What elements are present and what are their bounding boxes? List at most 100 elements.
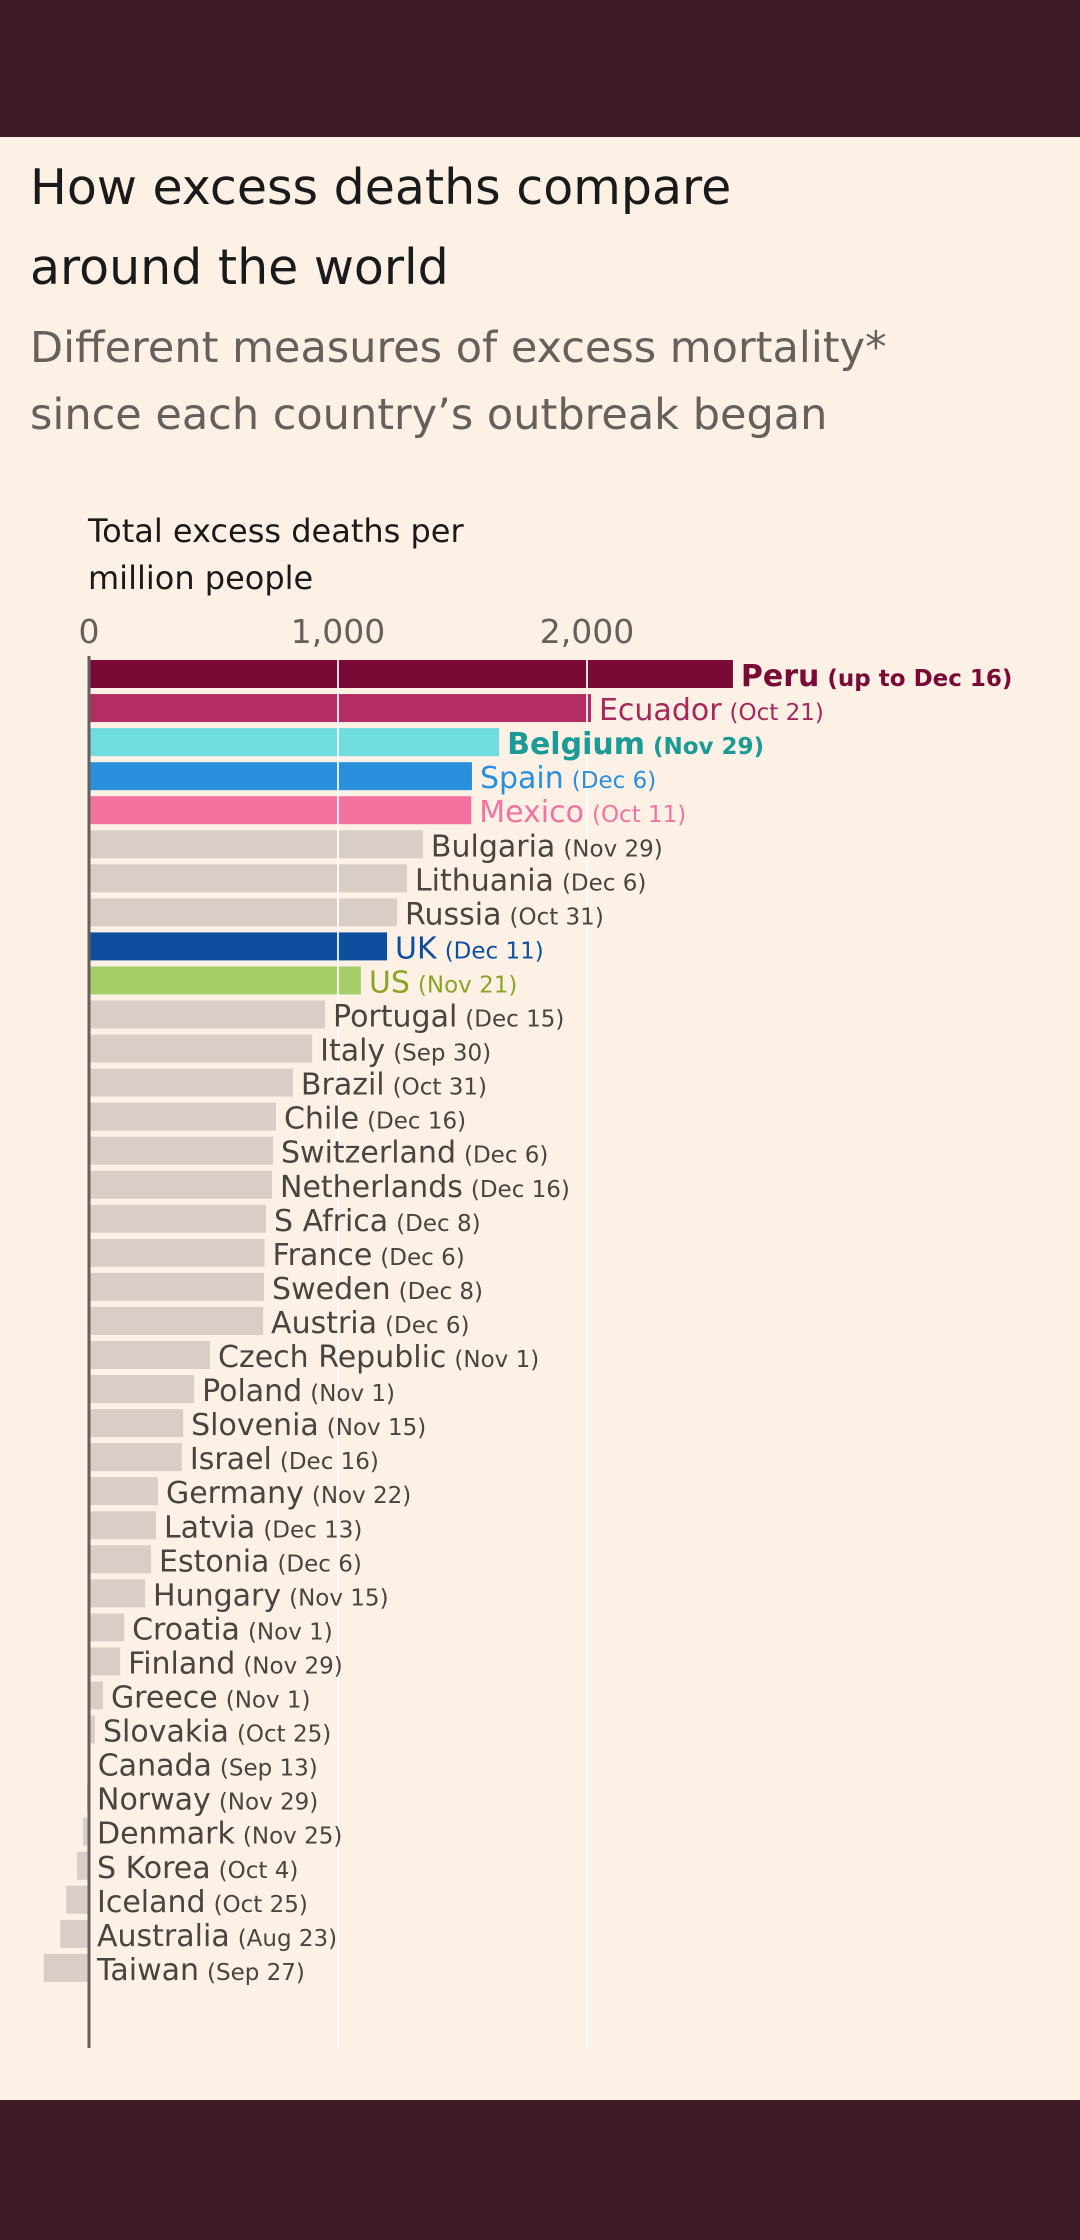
country-name: Taiwan bbox=[96, 1953, 199, 1988]
data-date: (Dec 6) bbox=[572, 768, 656, 794]
country-name: S Africa bbox=[274, 1204, 388, 1239]
data-date: (Dec 16) bbox=[471, 1177, 570, 1203]
data-date: (Nov 15) bbox=[289, 1585, 388, 1611]
bar-label: Latvia (Dec 13) bbox=[164, 1510, 362, 1545]
data-date: (Dec 6) bbox=[277, 1551, 361, 1577]
country-name: Mexico bbox=[479, 795, 584, 830]
data-date: (Dec 15) bbox=[465, 1007, 564, 1033]
bar-hungary bbox=[89, 1579, 146, 1608]
bar-label: Israel (Dec 16) bbox=[190, 1442, 379, 1477]
country-name: Germany bbox=[166, 1476, 304, 1511]
data-date: (Dec 6) bbox=[385, 1313, 469, 1339]
country-name: Poland bbox=[202, 1374, 302, 1409]
country-name: Italy bbox=[320, 1034, 385, 1069]
country-name: Croatia bbox=[132, 1612, 240, 1647]
country-name: Slovakia bbox=[103, 1715, 229, 1750]
bar-us bbox=[89, 966, 361, 995]
bar-spain bbox=[89, 762, 472, 791]
data-date: (Dec 6) bbox=[562, 870, 646, 896]
bar-peru bbox=[89, 660, 733, 688]
country-name: US bbox=[369, 965, 410, 1000]
bar-label: Slovakia (Oct 25) bbox=[103, 1715, 331, 1750]
bar-austria bbox=[89, 1306, 264, 1335]
bar-label: Slovenia (Nov 15) bbox=[191, 1408, 426, 1443]
bar-latvia bbox=[89, 1511, 156, 1540]
bar-label: Norway (Nov 29) bbox=[97, 1783, 318, 1818]
country-name: Spain bbox=[480, 761, 564, 796]
bar-label: Czech Republic (Nov 1) bbox=[218, 1340, 539, 1375]
data-date: (Aug 23) bbox=[238, 1926, 337, 1952]
data-date: (Nov 1) bbox=[454, 1347, 539, 1373]
data-date: (Oct 25) bbox=[237, 1722, 331, 1748]
country-name: Austria bbox=[271, 1306, 377, 1341]
country-name: Switzerland bbox=[281, 1136, 456, 1171]
data-date: (Nov 29) bbox=[563, 836, 662, 862]
bar-france bbox=[89, 1238, 265, 1267]
bar-label: Russia (Oct 31) bbox=[405, 897, 604, 932]
bar-label: Croatia (Nov 1) bbox=[132, 1612, 333, 1647]
x-tick-label: 1,000 bbox=[291, 612, 385, 651]
country-name: Portugal bbox=[333, 1000, 457, 1035]
data-date: (Nov 1) bbox=[310, 1381, 395, 1407]
title-line-1: How excess deaths compare bbox=[30, 159, 732, 216]
bar-israel bbox=[89, 1443, 182, 1472]
country-name: Belgium bbox=[507, 727, 645, 762]
data-date: (Dec 6) bbox=[380, 1245, 464, 1271]
bar-uk bbox=[89, 932, 388, 961]
bar-label: Estonia (Dec 6) bbox=[159, 1544, 362, 1579]
bar-label: Finland (Nov 29) bbox=[128, 1646, 343, 1681]
bar-sweden bbox=[89, 1272, 265, 1301]
bar-label: Belgium (Nov 29) bbox=[507, 727, 764, 762]
country-name: Latvia bbox=[164, 1510, 255, 1545]
bar-poland bbox=[89, 1375, 195, 1404]
country-name: Russia bbox=[405, 897, 502, 932]
bar-mexico bbox=[89, 796, 472, 825]
bar-label: France (Dec 6) bbox=[273, 1238, 465, 1273]
country-name: Israel bbox=[190, 1442, 272, 1477]
country-name: Norway bbox=[97, 1783, 211, 1818]
axis-label: Total excess deaths per million people bbox=[88, 508, 688, 602]
bar-germany bbox=[89, 1477, 158, 1506]
bar-finland bbox=[89, 1647, 121, 1676]
country-name: France bbox=[273, 1238, 373, 1273]
bar-belgium bbox=[89, 728, 500, 757]
data-date: (Sep 27) bbox=[207, 1960, 305, 1986]
bar-s-africa bbox=[89, 1204, 267, 1233]
bar-label: S Africa (Dec 8) bbox=[274, 1204, 481, 1239]
data-date: (Oct 31) bbox=[510, 904, 604, 930]
bar-label: Mexico (Oct 11) bbox=[479, 795, 686, 830]
axis-label-line-1: Total excess deaths per bbox=[88, 512, 464, 550]
bar-label: US (Nov 21) bbox=[369, 965, 517, 1000]
data-date: (Oct 4) bbox=[219, 1858, 299, 1884]
bottom-frame-bar bbox=[0, 2100, 1080, 2240]
country-name: Ecuador bbox=[599, 693, 722, 728]
bar-label: Italy (Sep 30) bbox=[320, 1034, 491, 1069]
data-date: (Dec 16) bbox=[367, 1109, 466, 1135]
data-date: (Nov 22) bbox=[312, 1483, 411, 1509]
data-date: (Nov 1) bbox=[226, 1688, 311, 1714]
bar-netherlands bbox=[89, 1170, 273, 1199]
bar-croatia bbox=[89, 1613, 125, 1642]
bar-label: Spain (Dec 6) bbox=[480, 761, 656, 796]
country-name: Lithuania bbox=[415, 863, 554, 898]
bar-label: S Korea (Oct 4) bbox=[97, 1851, 298, 1886]
data-date: (Nov 25) bbox=[243, 1824, 342, 1850]
country-name: Australia bbox=[97, 1919, 230, 1954]
bar-s-korea bbox=[77, 1851, 89, 1880]
bar-czech-republic bbox=[89, 1341, 211, 1369]
country-name: Iceland bbox=[97, 1885, 206, 1920]
data-date: (Dec 16) bbox=[280, 1449, 379, 1475]
data-date: (Nov 29) bbox=[219, 1790, 318, 1816]
bar-slovakia bbox=[89, 1715, 95, 1744]
axis-label-line-2: million people bbox=[88, 559, 314, 597]
bar-label: Hungary (Nov 15) bbox=[153, 1578, 389, 1613]
bar-label: Switzerland (Dec 6) bbox=[281, 1136, 548, 1171]
bar-iceland bbox=[66, 1885, 89, 1914]
bar-switzerland bbox=[89, 1136, 274, 1165]
bar-chile bbox=[89, 1102, 276, 1131]
bar-label: Lithuania (Dec 6) bbox=[415, 863, 646, 898]
data-date: (Oct 11) bbox=[592, 802, 686, 828]
bar-russia bbox=[89, 898, 398, 927]
data-date: (Nov 21) bbox=[418, 972, 517, 998]
